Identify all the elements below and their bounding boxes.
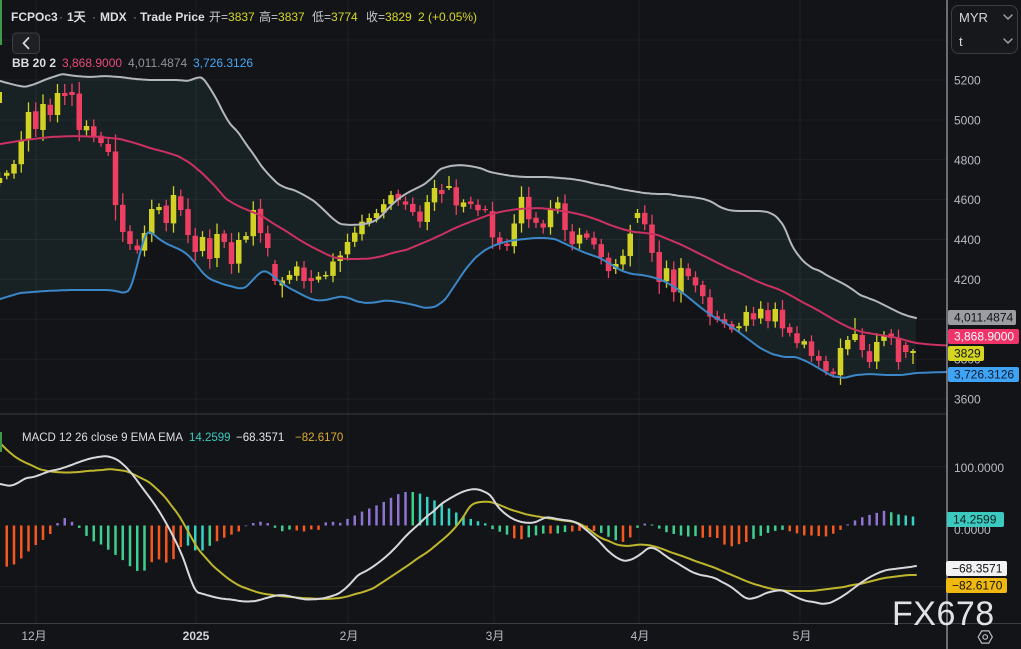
svg-text:4,011.4874: 4,011.4874 bbox=[128, 56, 187, 70]
svg-text:3,726.3126: 3,726.3126 bbox=[954, 368, 1014, 382]
svg-text:−82.6170: −82.6170 bbox=[295, 432, 343, 444]
svg-text:FX678: FX678 bbox=[892, 595, 995, 633]
svg-text:3829: 3829 bbox=[954, 347, 981, 361]
svg-text:·: · bbox=[59, 10, 63, 24]
svg-text:4月: 4月 bbox=[631, 629, 650, 643]
svg-text:MACD 12 26 close 9 EMA EMA: MACD 12 26 close 9 EMA EMA bbox=[22, 432, 183, 444]
svg-text:14.2599: 14.2599 bbox=[189, 432, 231, 444]
svg-text:4800: 4800 bbox=[954, 153, 981, 167]
svg-text:100.0000: 100.0000 bbox=[954, 461, 1004, 475]
svg-text:−68.3571: −68.3571 bbox=[236, 432, 284, 444]
svg-text:5000: 5000 bbox=[954, 113, 981, 127]
svg-text:12月: 12月 bbox=[21, 629, 46, 643]
svg-text:2月: 2月 bbox=[340, 629, 359, 643]
svg-text:·: · bbox=[133, 10, 137, 24]
svg-text:MDX: MDX bbox=[100, 10, 127, 24]
svg-text:4,011.4874: 4,011.4874 bbox=[954, 311, 1013, 325]
svg-text:−82.6170: −82.6170 bbox=[952, 579, 1003, 593]
svg-text:收=3829: 收=3829 bbox=[366, 10, 412, 24]
svg-text:4400: 4400 bbox=[954, 233, 981, 247]
svg-text:BB 20 2: BB 20 2 bbox=[12, 56, 56, 70]
svg-text:开=3837: 开=3837 bbox=[209, 10, 255, 24]
svg-text:3,868.9000: 3,868.9000 bbox=[954, 330, 1014, 344]
svg-text:2 (+0.05%): 2 (+0.05%) bbox=[418, 10, 477, 24]
svg-text:MYR: MYR bbox=[959, 10, 988, 25]
svg-text:5200: 5200 bbox=[954, 74, 981, 88]
svg-text:−68.3571: −68.3571 bbox=[952, 562, 1003, 576]
svg-text:4600: 4600 bbox=[954, 193, 981, 207]
svg-text:·: · bbox=[92, 10, 96, 24]
svg-text:FCPOc3: FCPOc3 bbox=[11, 10, 58, 24]
svg-text:4200: 4200 bbox=[954, 273, 981, 287]
svg-text:5月: 5月 bbox=[793, 629, 812, 643]
svg-text:3600: 3600 bbox=[954, 393, 981, 407]
svg-text:1天: 1天 bbox=[67, 10, 87, 24]
svg-text:3,868.9000: 3,868.9000 bbox=[62, 56, 122, 70]
svg-text:t: t bbox=[959, 34, 963, 49]
svg-text:Trade Price: Trade Price bbox=[140, 10, 205, 24]
svg-text:14.2599: 14.2599 bbox=[953, 513, 997, 527]
svg-text:高=3837: 高=3837 bbox=[259, 9, 305, 24]
svg-text:3,726.3126: 3,726.3126 bbox=[193, 56, 253, 70]
svg-text:低=3774: 低=3774 bbox=[312, 10, 358, 24]
svg-text:2025: 2025 bbox=[183, 629, 210, 643]
svg-text:3月: 3月 bbox=[486, 629, 505, 643]
